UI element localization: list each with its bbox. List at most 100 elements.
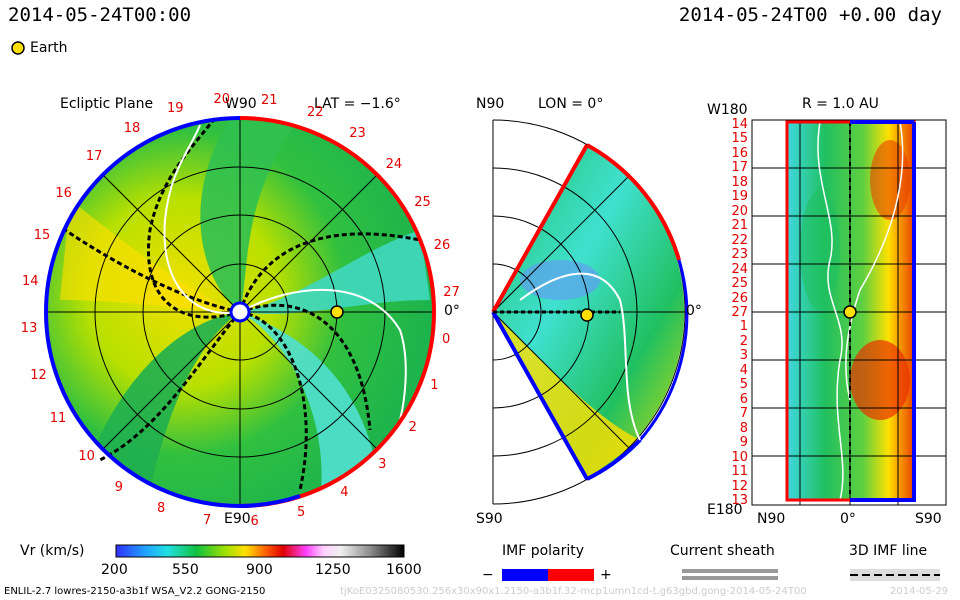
carrington-tick-20: 12 [30,368,47,383]
carrington-tick-13: 5 [297,504,306,520]
carrington-tick-23: 15 [33,228,51,243]
colorbar-tick-4: 1600 [386,562,422,578]
radial-tick-23: 10 [731,449,748,465]
current-sheath-title: Current sheath [670,543,775,559]
carrington-tick-6: 26 [433,237,451,253]
carrington-tick-21: 13 [20,321,38,337]
carrington-tick-12: 4 [340,485,349,501]
radial-bottom-left: E180 [707,502,743,518]
carrington-tick-24: 16 [55,185,72,201]
imf-line-swatch [850,569,940,581]
ecliptic-lat-label: LAT = −1.6° [314,96,401,112]
earth-legend-icon [11,41,25,55]
carrington-tick-7: 27 [443,284,460,300]
imf-polarity-title: IMF polarity [502,543,585,559]
ecliptic-right-label: 0° [444,303,460,319]
radial-bottom-n: N90 [757,511,786,527]
colorbar-label: Vr (km/s) [20,543,85,559]
carrington-tick-0: 20 [213,91,231,107]
radial-bottom-mid: 0° [840,511,856,527]
carrington-tick-10: 2 [408,420,417,436]
imf-negative-swatch [502,569,548,581]
radial-tick-15: 2 [739,333,748,349]
carrington-tick-3: 23 [349,126,366,142]
radial-tick-26: 13 [731,493,748,508]
meridional-top-left: N90 [476,96,505,112]
carrington-tick-18: 10 [78,449,95,465]
carrington-tick-27: 19 [166,101,184,117]
velocity-colorbar [115,544,405,558]
carrington-tick-1: 21 [260,92,278,108]
colorbar-tick-3: 1250 [315,562,351,578]
radial-tick-3: 17 [731,160,748,176]
radial-tick-6: 20 [731,203,748,219]
radial-tick-24: 11 [731,464,748,480]
carrington-tick-5: 25 [414,194,431,210]
header-time-left: 2014-05-24T00:00 [8,4,192,26]
footer-model-info: ENLIL-2.7 lowres-2150-a3b1f WSA_V2.2 GON… [4,586,266,597]
carrington-tick-8: 0 [442,331,451,347]
header-time-right: 2014-05-24T00 +0.00 day [678,4,942,26]
carrington-tick-16: 8 [157,501,166,517]
carrington-tick-4: 24 [385,156,403,172]
radial-tick-17: 4 [739,362,748,378]
radial-tick-5: 19 [731,189,748,205]
radial-tick-22: 9 [739,435,748,451]
ecliptic-bottom-label: E90 [224,511,251,527]
carrington-tick-15: 7 [203,513,212,528]
carrington-tick-25: 17 [85,149,103,165]
radial-tick-20: 7 [739,406,748,422]
radial-tick-13: 27 [731,305,748,320]
earth-marker-meridional [580,308,594,322]
current-sheath-swatch [682,569,778,573]
colorbar-tick-2: 900 [246,562,273,578]
meridional-plane-plot [491,119,689,505]
radial-tick-16: 3 [739,348,748,364]
colorbar-tick-0: 200 [101,562,128,578]
meridional-right-label: 0° [686,303,702,319]
carrington-tick-9: 1 [430,377,439,393]
meridional-lon-label: LON = 0° [538,96,604,112]
radial-tick-11: 25 [731,276,748,292]
imf-positive-swatch [548,569,594,581]
radial-tick-1: 15 [731,131,748,147]
radial-tick-10: 24 [731,261,748,277]
radial-tick-25: 12 [731,478,748,494]
carrington-tick-26: 18 [123,120,141,136]
radial-tick-21: 8 [739,420,748,436]
legend-earth-label: Earth [30,40,68,56]
radial-slice-plot [751,119,947,506]
radial-tick-14: 1 [739,319,748,335]
radial-bottom-s: S90 [915,511,942,527]
radial-tick-4: 18 [731,174,748,190]
carrington-tick-11: 3 [378,456,387,472]
radial-tick-8: 22 [731,232,748,248]
imf-minus-label: − [482,567,494,583]
radial-tick-7: 21 [731,218,748,234]
radial-tick-12: 26 [731,290,748,306]
earth-marker-radial [843,305,857,319]
carrington-tick-17: 9 [114,479,124,495]
colorbar-tick-1: 550 [172,562,199,578]
radial-top-left: W180 [707,102,748,118]
ecliptic-title: Ecliptic Plane [60,96,154,112]
earth-marker-ecliptic [330,305,344,319]
ecliptic-plane-plot [44,116,436,508]
carrington-tick-19: 11 [49,411,67,427]
radial-r-label: R = 1.0 AU [802,96,879,112]
ecliptic-top-label: W90 [225,96,257,112]
imf-plus-label: + [600,567,612,583]
meridional-bottom-left: S90 [476,511,503,527]
radial-tick-2: 16 [731,145,748,161]
footer-run-id: tjKoE0325080530.256x30x90x1.2150-a3b1f.3… [340,586,807,597]
radial-tick-0: 14 [731,117,748,132]
radial-tick-9: 23 [731,247,748,263]
imf-line-title: 3D IMF line [849,543,928,559]
radial-tick-19: 6 [739,391,748,407]
footer-run-date: 2014-05-29 [890,586,949,597]
carrington-tick-22: 14 [21,274,39,290]
carrington-tick-2: 22 [306,104,324,120]
radial-tick-18: 5 [739,377,748,393]
carrington-tick-14: 6 [250,514,259,530]
